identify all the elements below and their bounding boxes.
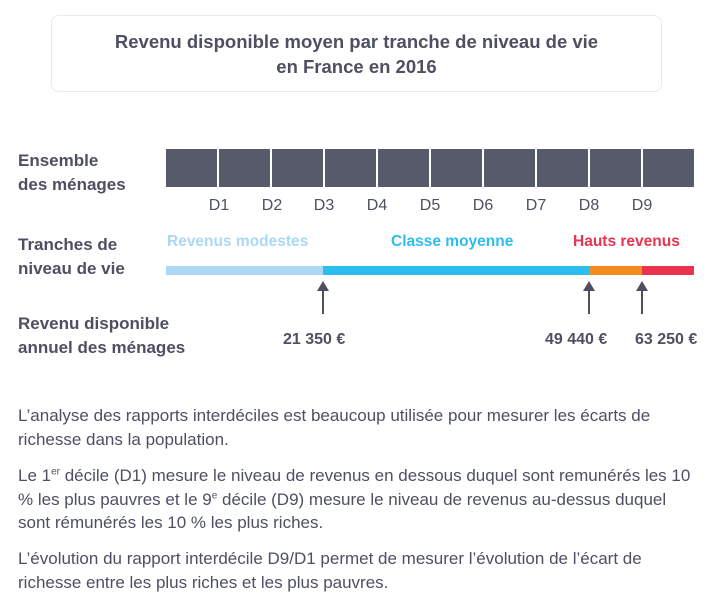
- decile-label-d9: D9: [631, 197, 653, 214]
- title-line-2: en France en 2016: [276, 55, 437, 77]
- paragraph-2-sup-2: e: [211, 489, 218, 501]
- label-tranches-line-2: niveau de vie: [18, 259, 125, 278]
- title-line-1: Revenu disponible moyen par tranche de n…: [114, 30, 599, 52]
- label-revenu-line-1: Revenu disponible: [18, 314, 170, 333]
- label-ensemble-line-1: Ensemble: [18, 151, 99, 170]
- value-d8: 49 440 €: [545, 331, 608, 348]
- paragraph-2-b: décile (D1) mesure le niveau de revenus …: [18, 466, 691, 509]
- decile-label-d7: D7: [525, 197, 547, 214]
- paragraph-2-sup-1: er: [51, 466, 60, 478]
- decile-label-d6: D6: [472, 197, 494, 214]
- decile-label-d1: D1: [208, 197, 230, 214]
- label-revenu: Revenu disponible annuel des ménages: [18, 312, 185, 360]
- decile-cell: [537, 149, 590, 187]
- arrow-d3-shaft: [322, 289, 324, 314]
- label-ensemble-line-2: des ménages: [18, 175, 126, 194]
- arrow-d9-shaft: [641, 289, 643, 314]
- paragraph-3: L’évolution du rapport interdécile D9/D1…: [18, 549, 642, 592]
- decile-cell: [219, 149, 272, 187]
- decile-cell: [643, 149, 694, 187]
- decile-label-d5: D5: [419, 197, 441, 214]
- title-box: Revenu disponible moyen par tranche de n…: [51, 15, 662, 92]
- decile-cell: [378, 149, 431, 187]
- label-ensemble: Ensemble des ménages: [18, 149, 126, 197]
- bar-classe-moyenne: [323, 266, 589, 275]
- bar-hauts-red: [642, 266, 694, 275]
- label-revenu-line-2: annuel des ménages: [18, 338, 186, 357]
- decile-cell: [484, 149, 537, 187]
- decile-cell: [325, 149, 378, 187]
- tranche-moyenne-label: Classe moyenne: [391, 233, 514, 250]
- arrow-d9-icon: [636, 281, 648, 291]
- decile-label-d8: D8: [578, 197, 600, 214]
- decile-label-d3: D3: [313, 197, 335, 214]
- decile-cell: [590, 149, 643, 187]
- decile-cells: [166, 149, 694, 187]
- value-d3: 21 350 €: [283, 331, 346, 348]
- arrow-d3-icon: [317, 281, 329, 291]
- decile-cell: [272, 149, 325, 187]
- decile-cell: [166, 149, 219, 187]
- paragraph-2-a: Le 1: [18, 466, 52, 485]
- bar-hauts-orange: [589, 266, 642, 275]
- tranche-modestes-label: Revenus modestes: [167, 233, 309, 250]
- tranche-hauts-label: Hauts revenus: [573, 233, 680, 250]
- arrow-d8-shaft: [588, 289, 590, 314]
- bar-modestes: [166, 266, 323, 275]
- paragraph-2: Le 1er décile (D1) mesure le niveau de r…: [18, 464, 698, 535]
- paragraph-2-c: décile (D9) mesure le niveau de revenus …: [18, 489, 667, 533]
- label-tranches: Tranches de niveau de vie: [18, 233, 125, 281]
- decile-label-d4: D4: [366, 197, 388, 214]
- value-d9: 63 250 €: [635, 331, 698, 348]
- paragraph-1: L’analyse des rapports interdéciles est …: [18, 406, 651, 449]
- decile-cell: [431, 149, 484, 187]
- arrow-d8-icon: [583, 281, 595, 291]
- decile-label-d2: D2: [261, 197, 283, 214]
- label-tranches-line-1: Tranches de: [18, 235, 118, 254]
